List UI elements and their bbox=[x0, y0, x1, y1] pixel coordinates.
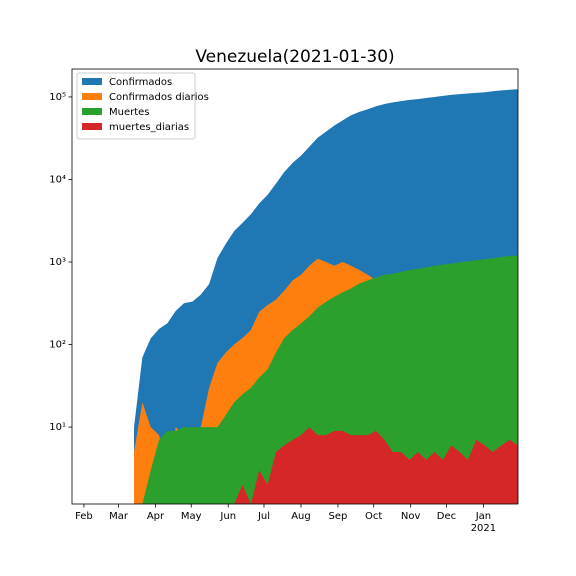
y-tick-label: 10⁵ bbox=[49, 92, 66, 103]
x-tick-label: Jun bbox=[219, 511, 236, 522]
x-tick-label: Apr bbox=[147, 511, 165, 522]
plot bbox=[134, 89, 518, 504]
legend-swatch bbox=[82, 78, 102, 85]
x-tick-label: Jan bbox=[475, 511, 491, 522]
area bbox=[134, 255, 518, 504]
legend-label: Confirmados diarios bbox=[109, 92, 209, 103]
plot-frame bbox=[71, 68, 519, 505]
x-tick-label: Sep bbox=[329, 511, 348, 522]
legend: Confirmados Confirmados diarios Muertes mue… bbox=[76, 72, 209, 140]
x-tick-label: Mar bbox=[109, 511, 129, 522]
area bbox=[134, 427, 518, 504]
x-tick-label: Jul bbox=[257, 511, 270, 522]
y-tick-label: 10³ bbox=[49, 257, 66, 268]
y-tick-label: 10⁴ bbox=[49, 174, 66, 185]
legend-swatch bbox=[82, 108, 102, 115]
x-year-label: 2021 bbox=[471, 523, 496, 534]
chart-title: Venezuela(2021-01-30) bbox=[195, 47, 394, 67]
y-tick-label: 10¹ bbox=[49, 422, 66, 433]
legend-swatch bbox=[82, 123, 102, 130]
x-tick-label: Aug bbox=[291, 511, 311, 522]
legend-swatch bbox=[82, 93, 102, 100]
legend-box bbox=[76, 72, 196, 140]
legend-label: Confirmados bbox=[109, 77, 172, 88]
legend-label: Muertes bbox=[109, 107, 150, 118]
x-tick-label: Feb bbox=[75, 511, 93, 522]
legend-label: muertes_diarias bbox=[109, 122, 189, 133]
x-tick-label: Nov bbox=[401, 511, 421, 522]
x-tick-label: Dec bbox=[437, 511, 456, 522]
x-tick-label: May bbox=[181, 511, 202, 522]
y-tick-label: 10² bbox=[49, 340, 66, 351]
x-tick-label: Oct bbox=[365, 511, 382, 522]
